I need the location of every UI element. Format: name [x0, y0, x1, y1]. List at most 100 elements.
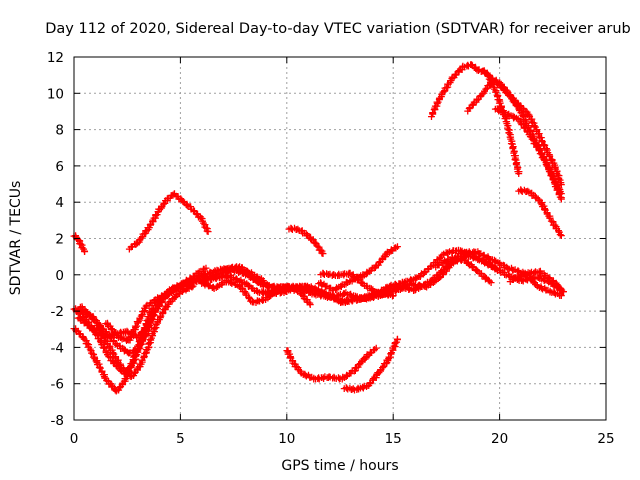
data-point: + — [129, 357, 138, 370]
data-point: + — [196, 274, 205, 287]
data-point: + — [141, 224, 150, 237]
data-point: + — [253, 270, 262, 283]
data-point: + — [135, 235, 144, 248]
data-point: + — [179, 195, 188, 208]
data-point: + — [133, 237, 142, 250]
data-point: + — [93, 354, 102, 367]
data-point: + — [161, 194, 170, 207]
data-point: + — [195, 273, 204, 286]
data-point: + — [163, 285, 172, 298]
data-point: + — [117, 331, 126, 344]
data-point: + — [495, 78, 504, 91]
data-point: + — [516, 106, 525, 119]
y-tick-label: 2 — [55, 232, 64, 248]
data-point: + — [234, 266, 243, 279]
data-point: + — [164, 191, 173, 204]
data-point: + — [137, 337, 146, 350]
data-point: + — [549, 216, 558, 229]
data-point: + — [215, 278, 224, 291]
data-point: + — [266, 289, 275, 302]
data-point: + — [217, 266, 226, 279]
data-point: + — [284, 222, 293, 235]
data-point: + — [153, 316, 162, 329]
data-point: + — [175, 279, 184, 292]
data-point: + — [131, 321, 140, 334]
data-point: + — [112, 385, 121, 398]
data-point: + — [168, 188, 177, 201]
data-point: + — [161, 303, 170, 316]
data-point: + — [115, 340, 124, 353]
data-point: + — [142, 299, 151, 312]
data-point: + — [183, 199, 192, 212]
data-point: + — [222, 269, 231, 282]
data-point: + — [99, 368, 108, 381]
series-arc-15: ++++++++++++++++++++++++++++++++++++++++… — [197, 274, 315, 311]
data-point: + — [162, 289, 171, 302]
data-point: + — [100, 370, 109, 383]
data-point: + — [174, 281, 183, 294]
data-point: + — [138, 325, 147, 338]
data-point: + — [259, 279, 268, 292]
data-point: + — [500, 84, 509, 97]
data-point: + — [138, 326, 147, 339]
data-point: + — [359, 291, 368, 304]
data-point: + — [92, 316, 101, 329]
data-point: + — [513, 165, 522, 178]
data-point: + — [193, 207, 202, 220]
data-point: + — [526, 125, 535, 138]
data-point: + — [84, 316, 93, 329]
data-point: + — [185, 274, 194, 287]
data-point: + — [177, 278, 186, 291]
data-point: + — [523, 184, 532, 197]
data-point: + — [556, 176, 565, 189]
data-point: + — [227, 271, 236, 284]
data-point: + — [265, 290, 274, 303]
data-point: + — [317, 286, 326, 299]
data-point: + — [432, 99, 441, 112]
data-point: + — [530, 133, 539, 146]
data-point: + — [220, 276, 229, 289]
data-point: + — [131, 350, 140, 363]
data-point: + — [212, 268, 221, 281]
data-point: + — [94, 326, 103, 339]
data-point: + — [285, 280, 294, 293]
data-point: + — [170, 188, 179, 201]
data-point: + — [245, 270, 254, 283]
data-point: + — [123, 370, 132, 383]
data-point: + — [152, 299, 161, 312]
data-point: + — [242, 264, 251, 277]
data-point: + — [158, 307, 167, 320]
data-point: + — [120, 366, 129, 379]
data-point: + — [278, 282, 287, 295]
data-point: + — [253, 295, 262, 308]
data-point: + — [122, 325, 131, 338]
data-point: + — [245, 292, 254, 305]
data-point: + — [77, 300, 86, 313]
data-point: + — [331, 293, 340, 306]
data-point: + — [488, 72, 497, 85]
data-point: + — [556, 228, 565, 241]
data-point: + — [474, 92, 483, 105]
data-point: + — [138, 331, 147, 344]
data-point: + — [146, 336, 155, 349]
data-point: + — [97, 322, 106, 335]
data-point: + — [311, 237, 320, 250]
data-point: + — [513, 97, 522, 110]
y-tick-label: 10 — [47, 86, 64, 102]
data-point: + — [222, 274, 231, 287]
data-point: + — [151, 318, 160, 331]
data-point: + — [133, 341, 142, 354]
data-point: + — [197, 269, 206, 282]
data-point: + — [522, 185, 531, 198]
data-point: + — [537, 198, 546, 211]
data-point: + — [336, 295, 345, 308]
data-point: + — [133, 346, 142, 359]
data-point: + — [149, 302, 158, 315]
data-point: + — [224, 276, 233, 289]
data-point: + — [302, 227, 311, 240]
data-point: + — [122, 365, 131, 378]
data-point: + — [146, 333, 155, 346]
data-point: + — [103, 348, 112, 361]
data-point: + — [79, 311, 88, 324]
data-point: + — [446, 74, 455, 87]
